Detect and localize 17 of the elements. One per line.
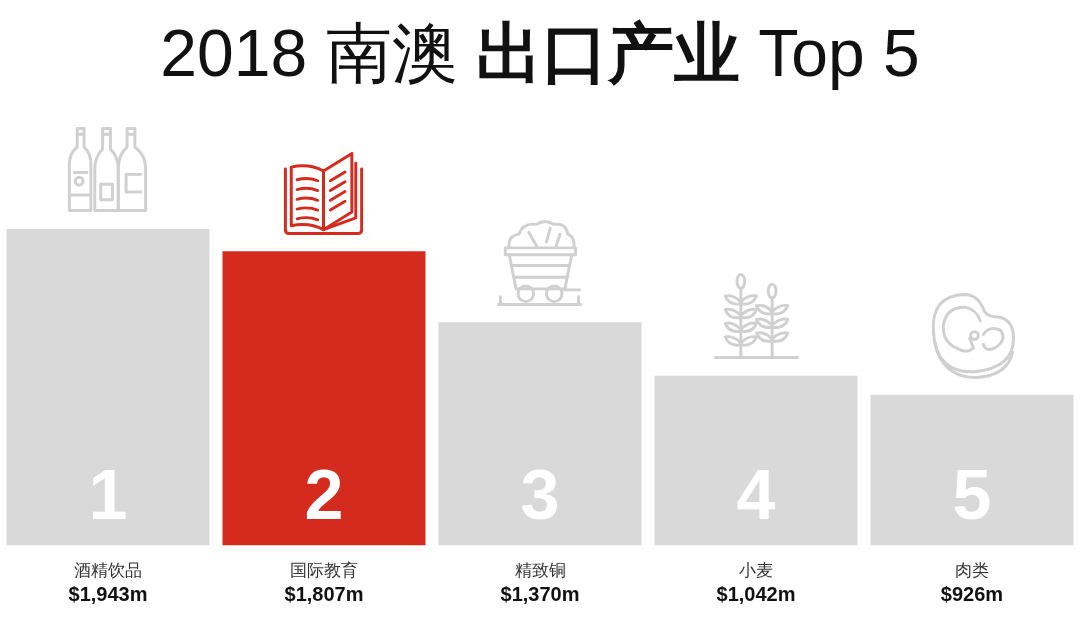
data-label: $1,042m: [716, 583, 796, 606]
data-label: $1,370m: [500, 583, 580, 606]
data-label: $926m: [940, 583, 1004, 606]
data-label: $1,943m: [68, 583, 148, 606]
bar: [6, 229, 210, 546]
bar: [870, 394, 1074, 546]
bar: [222, 251, 426, 546]
data-label: $1,807m: [284, 583, 364, 606]
x-tick-label: 国际教育: [290, 561, 358, 581]
chart-title: 2018 南澳 出口产业 Top 5: [160, 16, 920, 90]
bar: [438, 322, 642, 546]
annotation: 2: [304, 455, 344, 534]
x-tick-label: 小麦: [739, 561, 773, 581]
bar: [654, 375, 858, 546]
x-tick-label: 精致铜: [514, 561, 566, 581]
x-tick-label: 肉类: [955, 561, 989, 581]
x-tick-label: 酒精饮品: [74, 561, 142, 581]
